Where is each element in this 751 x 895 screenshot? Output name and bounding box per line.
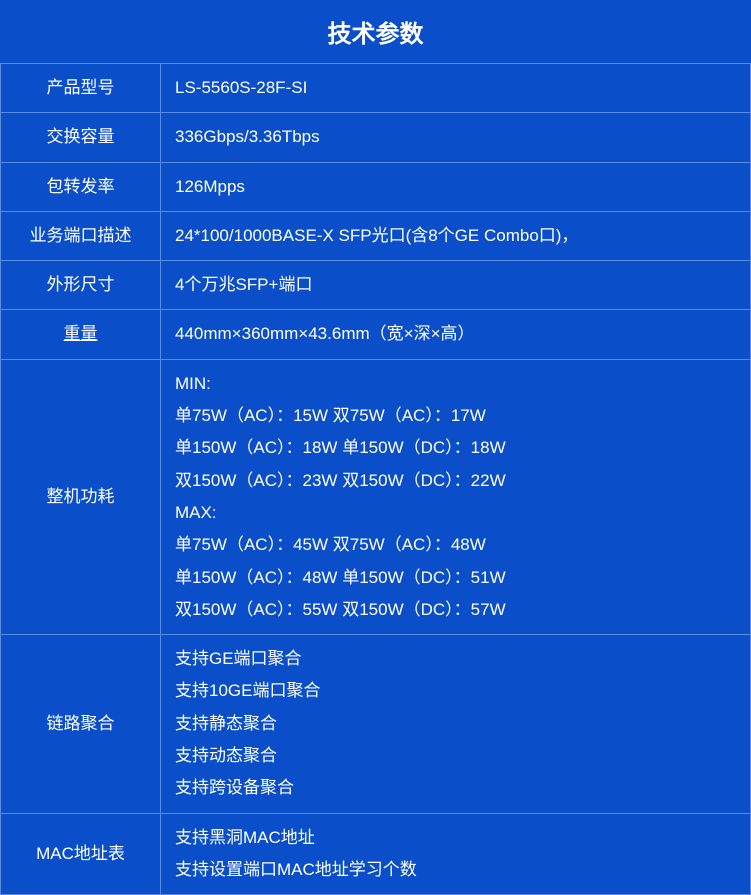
spec-value: 4个万兆SFP+端口 (161, 261, 751, 310)
page-title: 技术参数 (0, 0, 751, 63)
spec-value: 支持GE端口聚合 支持10GE端口聚合 支持静态聚合 支持动态聚合 支持跨设备聚… (161, 635, 751, 813)
table-row: 重量440mm×360mm×43.6mm（宽×深×高） (1, 310, 751, 359)
spec-label: 重量 (1, 310, 161, 359)
spec-value: 支持黑洞MAC地址 支持设置端口MAC地址学习个数 (161, 813, 751, 895)
spec-label: MAC地址表 (1, 813, 161, 895)
table-row: 链路聚合支持GE端口聚合 支持10GE端口聚合 支持静态聚合 支持动态聚合 支持… (1, 635, 751, 813)
spec-value: LS-5560S-28F-SI (161, 64, 751, 113)
table-row: 包转发率126Mpps (1, 162, 751, 211)
spec-container: 技术参数 产品型号LS-5560S-28F-SI交换容量336Gbps/3.36… (0, 0, 751, 895)
spec-value: 336Gbps/3.36Tbps (161, 113, 751, 162)
table-row: 整机功耗MIN: 单75W（AC）：15W 双75W（AC）：17W 单150W… (1, 359, 751, 634)
spec-label: 包转发率 (1, 162, 161, 211)
spec-value: 440mm×360mm×43.6mm（宽×深×高） (161, 310, 751, 359)
spec-label: 外形尺寸 (1, 261, 161, 310)
spec-tbody: 产品型号LS-5560S-28F-SI交换容量336Gbps/3.36Tbps包… (1, 64, 751, 895)
spec-label: 业务端口描述 (1, 211, 161, 260)
spec-label: 交换容量 (1, 113, 161, 162)
table-row: 外形尺寸4个万兆SFP+端口 (1, 261, 751, 310)
spec-label: 整机功耗 (1, 359, 161, 634)
spec-table: 产品型号LS-5560S-28F-SI交换容量336Gbps/3.36Tbps包… (0, 63, 751, 895)
spec-label: 产品型号 (1, 64, 161, 113)
table-row: 交换容量336Gbps/3.36Tbps (1, 113, 751, 162)
spec-value: MIN: 单75W（AC）：15W 双75W（AC）：17W 单150W（AC）… (161, 359, 751, 634)
spec-label: 链路聚合 (1, 635, 161, 813)
spec-value: 24*100/1000BASE-X SFP光口(含8个GE Combo口)， (161, 211, 751, 260)
table-row: 产品型号LS-5560S-28F-SI (1, 64, 751, 113)
table-row: MAC地址表支持黑洞MAC地址 支持设置端口MAC地址学习个数 (1, 813, 751, 895)
table-row: 业务端口描述24*100/1000BASE-X SFP光口(含8个GE Comb… (1, 211, 751, 260)
spec-value: 126Mpps (161, 162, 751, 211)
